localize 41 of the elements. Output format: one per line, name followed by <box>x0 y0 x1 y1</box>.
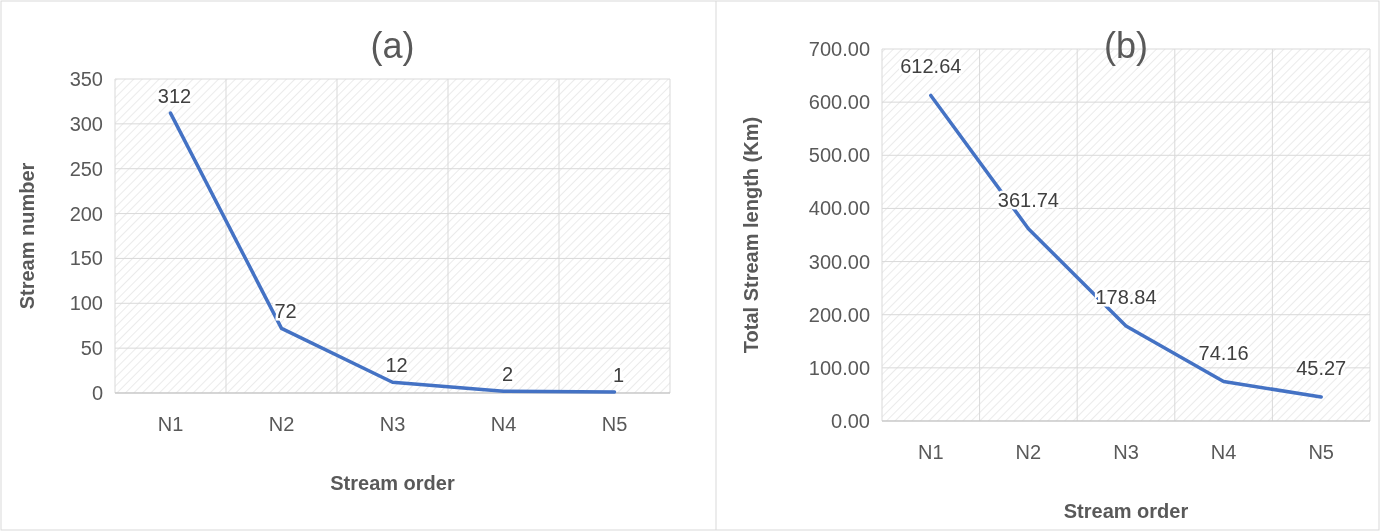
data-label: 12 <box>385 354 408 377</box>
y-axis-title: Stream number <box>16 162 38 310</box>
chart-title: (b) <box>1104 25 1148 66</box>
data-label: 1 <box>612 364 625 387</box>
x-tick-label: N3 <box>379 413 406 435</box>
y-tick-label: 350 <box>69 68 103 90</box>
y-tick-label: 50 <box>80 337 103 360</box>
y-tick-label: 0.00 <box>831 410 870 432</box>
x-tick-label: N1 <box>918 441 944 463</box>
data-label: 74.16 <box>1198 341 1249 364</box>
y-tick-label: 0 <box>91 382 103 404</box>
data-label: 612.64 <box>900 55 962 78</box>
x-tick-label: N4 <box>1210 441 1237 463</box>
y-tick-label: 100 <box>69 292 103 315</box>
y-tick-label: 400.00 <box>808 197 870 220</box>
x-tick-label: N2 <box>268 413 295 435</box>
data-label: 72 <box>274 300 297 323</box>
x-tick-label: N5 <box>601 413 628 435</box>
y-tick-label: 300.00 <box>808 250 870 273</box>
y-tick-label: 150 <box>69 247 103 270</box>
x-tick-label: N5 <box>1308 441 1334 463</box>
x-tick-label: N3 <box>1113 441 1139 463</box>
data-label: 312 <box>157 85 192 108</box>
y-tick-label: 300 <box>69 112 103 135</box>
y-tick-label: 500.00 <box>808 144 870 167</box>
chart-title: (a) <box>370 25 415 66</box>
y-tick-label: 200 <box>69 202 103 225</box>
data-label: 178.84 <box>1095 285 1157 308</box>
y-tick-label: 700.00 <box>808 38 870 60</box>
x-tick-label: N4 <box>490 413 517 435</box>
data-label: 45.27 <box>1296 356 1347 379</box>
y-axis-title: Total Stream length (Km) <box>740 116 762 354</box>
x-axis-title: Stream order <box>1063 500 1189 522</box>
y-tick-label: 200.00 <box>808 303 870 326</box>
y-tick-label: 100.00 <box>808 356 870 379</box>
x-axis-title: Stream order <box>330 472 455 494</box>
x-tick-label: N1 <box>157 413 184 435</box>
y-tick-label: 600.00 <box>808 91 870 114</box>
x-tick-label: N2 <box>1015 441 1042 463</box>
data-label: 2 <box>501 363 514 386</box>
y-tick-label: 250 <box>69 157 103 180</box>
